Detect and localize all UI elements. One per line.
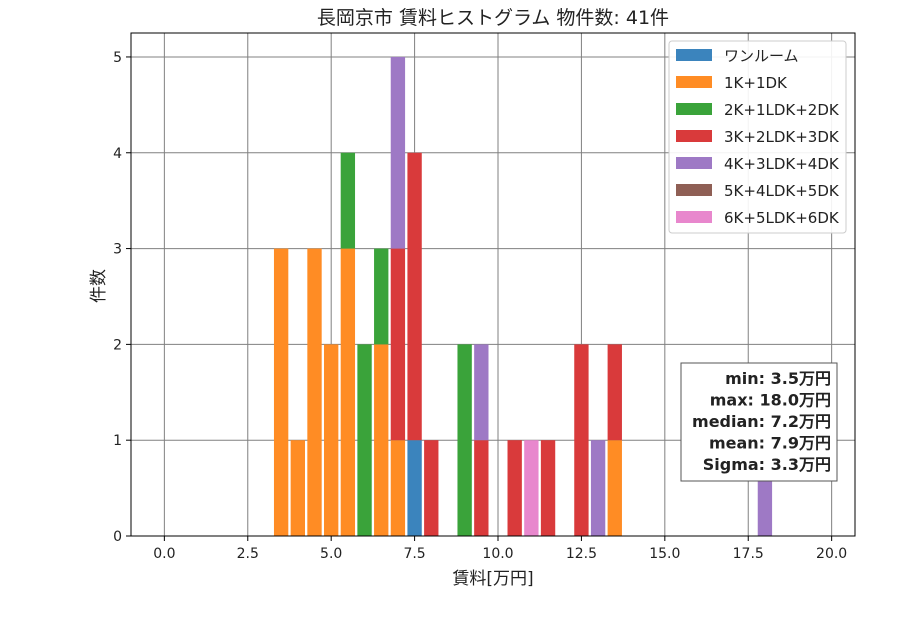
x-tick-label: 20.0: [816, 546, 847, 562]
y-tick-label: 1: [113, 433, 122, 449]
bar-segment: [424, 440, 439, 536]
bar-segment: [524, 440, 539, 536]
bar-segment: [474, 344, 489, 441]
x-axis-ticks: 0.0 2.5 5.0 7.5 10.0 12.5 15.0 17.5 20.0: [153, 536, 847, 562]
legend-label: 3K+2LDK+3DK: [724, 128, 840, 146]
bar-segment: [590, 440, 606, 536]
stats-line: max: 18.0万円: [710, 391, 831, 410]
x-tick-label: 5.0: [320, 546, 342, 562]
bar-segment: [607, 344, 622, 441]
bar-segment: [340, 248, 356, 537]
bar-segment: [273, 248, 289, 537]
x-tick-label: 2.5: [237, 546, 259, 562]
y-axis-ticks: 0 1 2 3 4 5: [113, 50, 131, 545]
x-tick-label: 7.5: [403, 546, 425, 562]
legend-box: [668, 40, 847, 234]
x-tick-label: 15.0: [649, 546, 680, 562]
y-tick-label: 2: [113, 337, 122, 353]
legend-label: 2K+1LDK+2DK: [724, 101, 840, 119]
x-axis-label: 賃料[万円]: [452, 569, 533, 589]
bar-segment: [390, 440, 406, 536]
bar-segment: [290, 440, 305, 536]
y-tick-label: 3: [113, 242, 122, 258]
bar-segment: [390, 56, 406, 249]
bar-segment: [474, 440, 489, 536]
bar-segment: [357, 344, 372, 536]
bar-segment: [607, 440, 622, 536]
y-tick-label: 0: [113, 529, 122, 545]
bar-segment: [307, 248, 322, 537]
x-tick-label: 12.5: [566, 546, 597, 562]
bar-segment: [324, 344, 339, 536]
bar-segment: [390, 248, 406, 441]
x-tick-label: 0.0: [153, 546, 175, 562]
stats-line: Sigma: 3.3万円: [703, 455, 831, 474]
legend-swatch: [676, 211, 712, 223]
bar-segment: [407, 152, 422, 441]
legend-swatch: [676, 130, 712, 142]
plot-frame: [130, 32, 856, 537]
bar-segment: [374, 344, 389, 536]
bar-segment: [507, 440, 522, 536]
bar-segment: [574, 344, 589, 536]
stats-box-frame: [680, 362, 838, 482]
y-axis-label: 件数: [89, 269, 109, 303]
bar-segment: [457, 344, 472, 536]
x-tick-label: 17.5: [733, 546, 764, 562]
legend-swatch: [676, 49, 712, 61]
stats-box: min: 3.5万円 max: 18.0万円 median: 7.2万円 mean: …: [680, 362, 838, 482]
legend-swatch: [676, 157, 712, 169]
legend-label: 1K+1DK: [724, 74, 788, 92]
legend-label: 6K+5LDK+6DK: [724, 209, 840, 227]
legend-swatch: [676, 76, 712, 88]
legend-label: 5K+4LDK+5DK: [724, 182, 840, 200]
stats-line: min: 3.5万円: [725, 369, 831, 388]
bar-segment: [374, 248, 389, 345]
stats-line: mean: 7.9万円: [709, 434, 831, 453]
y-tick-label: 5: [113, 50, 122, 66]
bar-segment: [540, 440, 556, 536]
bar-segment: [407, 440, 422, 536]
chart-title: 長岡京市 賃料ヒストグラム 物件数: 41件: [317, 7, 669, 29]
x-tick-label: 10.0: [482, 546, 513, 562]
legend: ワンルーム 1K+1DK 2K+1LDK+2DK 3K+2LDK+3DK 4K+3LDK…: [668, 40, 847, 234]
legend-label: ワンルーム: [724, 47, 799, 65]
legend-swatch: [676, 103, 712, 115]
legend-swatch: [676, 184, 712, 196]
bar-segment: [340, 152, 356, 249]
bars: [273, 56, 773, 537]
legend-label: 4K+3LDK+4DK: [724, 155, 840, 173]
stats-line: median: 7.2万円: [692, 412, 831, 431]
y-tick-label: 4: [113, 146, 122, 162]
